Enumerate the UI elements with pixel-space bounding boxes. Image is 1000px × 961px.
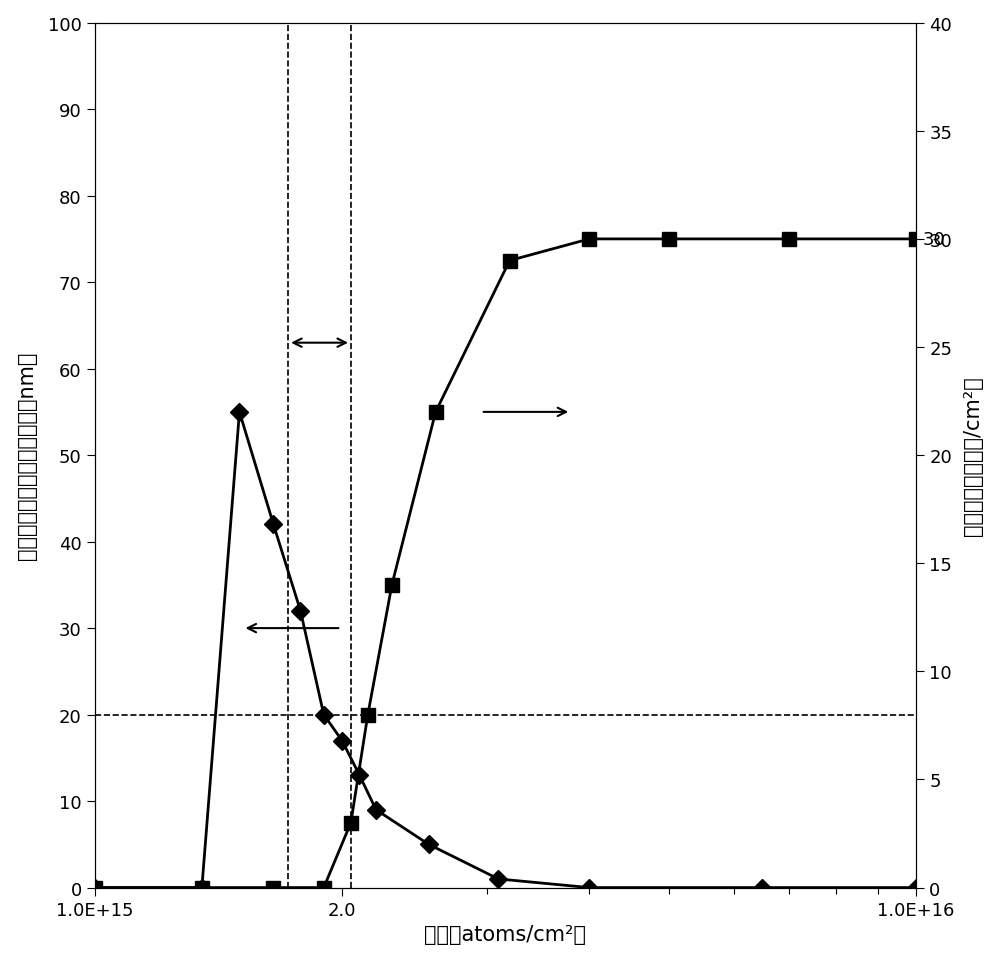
Y-axis label: 无定形层的表面的平均深度［nm］: 无定形层的表面的平均深度［nm］ — [17, 352, 37, 559]
Y-axis label: 外延缺陷密度［个/cm²］: 外延缺陷密度［个/cm²］ — [963, 376, 983, 535]
Text: 30: 30 — [923, 231, 946, 249]
X-axis label: 剂量［atoms/cm²］: 剂量［atoms/cm²］ — [424, 924, 586, 945]
